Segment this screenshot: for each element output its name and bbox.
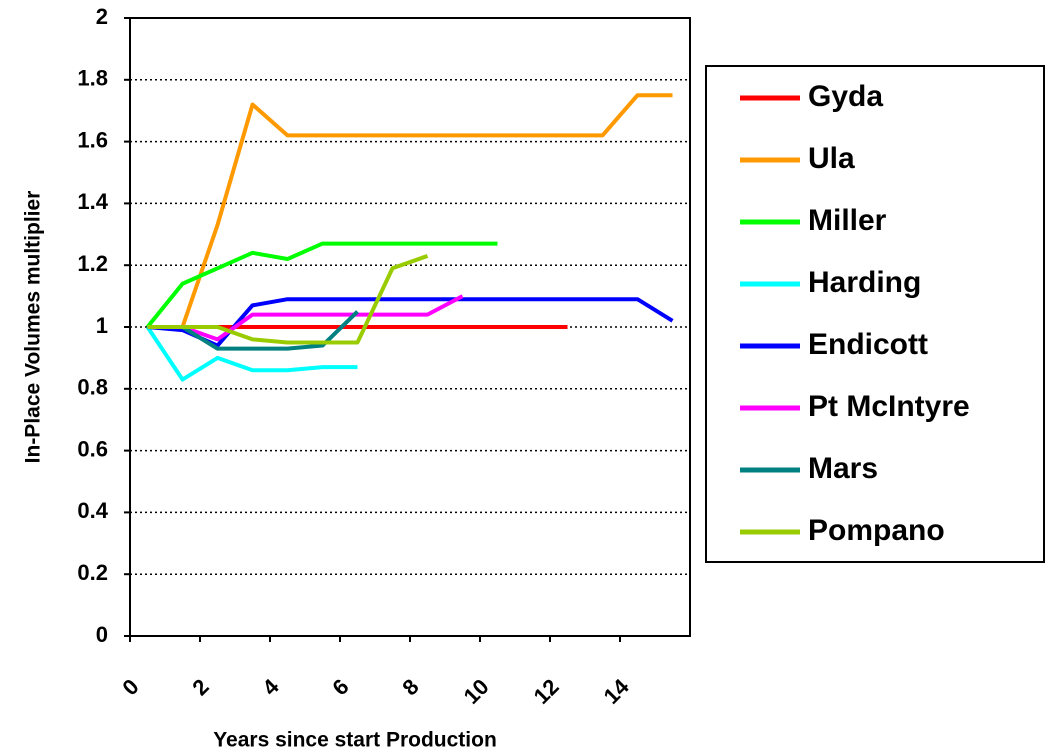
x-tick-label: 12 bbox=[529, 674, 564, 709]
y-tick-label: 1.8 bbox=[77, 66, 108, 91]
y-tick-label: 0.4 bbox=[77, 498, 108, 523]
y-tick-label: 1.4 bbox=[77, 189, 108, 214]
y-tick-label: 2 bbox=[96, 4, 108, 29]
y-tick-label: 1 bbox=[96, 313, 108, 338]
y-tick-label: 0 bbox=[96, 622, 108, 647]
y-tick-label: 1.2 bbox=[77, 251, 108, 276]
x-tick-label: 8 bbox=[397, 674, 423, 700]
legend-label: Pompano bbox=[808, 514, 945, 547]
y-tick-label: 1.6 bbox=[77, 127, 108, 152]
x-tick-label: 2 bbox=[187, 674, 213, 700]
legend-label: Ula bbox=[808, 142, 855, 175]
x-tick-label: 0 bbox=[117, 674, 143, 700]
legend-label: Miller bbox=[808, 204, 887, 237]
plot-frame bbox=[129, 17, 691, 637]
legend-label: Gyda bbox=[808, 80, 883, 113]
x-axis-title: Years since start Production bbox=[213, 729, 497, 752]
legend-label: Harding bbox=[808, 266, 921, 299]
y-tick-label: 0.2 bbox=[77, 560, 108, 585]
y-tick-label: 0.6 bbox=[77, 436, 108, 461]
series-line bbox=[145, 325, 358, 382]
x-tick-label: 10 bbox=[459, 674, 494, 709]
legend-label: Pt McIntyre bbox=[808, 390, 970, 423]
series-line bbox=[147, 297, 674, 348]
legend-label: Mars bbox=[808, 452, 878, 485]
legend-label: Endicott bbox=[808, 328, 928, 361]
series-line bbox=[147, 93, 673, 329]
legend-box bbox=[705, 65, 1045, 563]
series-line bbox=[147, 254, 429, 345]
series-line bbox=[147, 294, 464, 342]
x-tick-label: 6 bbox=[327, 674, 353, 700]
y-axis-title: In-Place Volumes multiplier bbox=[22, 191, 45, 464]
y-tick-label: 0.8 bbox=[77, 375, 108, 400]
series-line bbox=[145, 241, 498, 329]
x-tick-label: 4 bbox=[257, 673, 284, 700]
x-tick-label: 14 bbox=[599, 673, 635, 709]
